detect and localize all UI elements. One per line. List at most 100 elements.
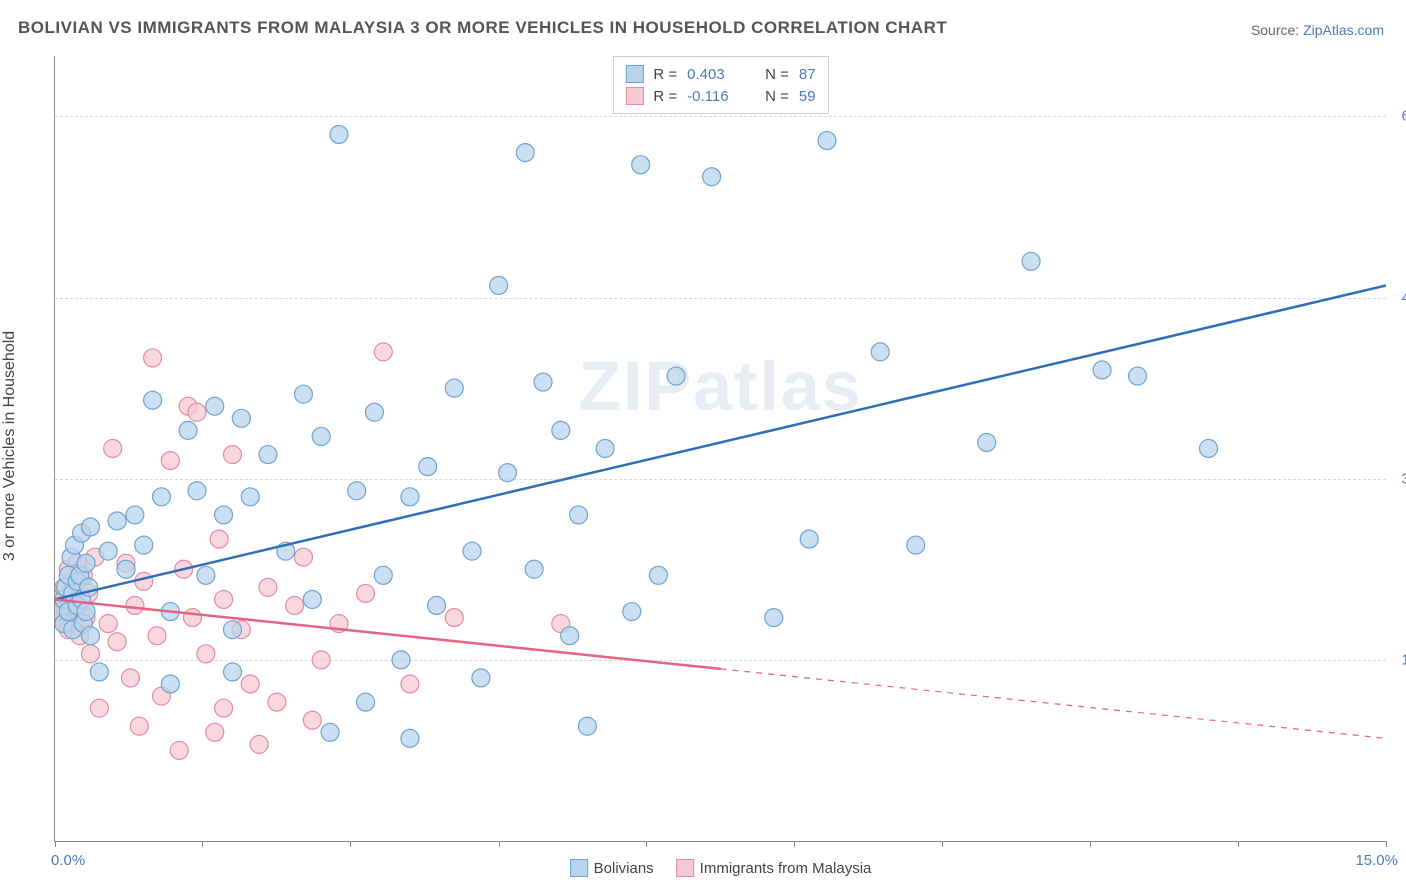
swatch-malaysia-icon xyxy=(625,87,643,105)
data-point xyxy=(1129,367,1147,385)
data-point xyxy=(330,126,348,144)
data-point xyxy=(499,464,517,482)
x-tick xyxy=(646,841,647,847)
data-point xyxy=(401,488,419,506)
legend-row-bolivians: R = 0.403 N = 87 xyxy=(625,63,815,85)
data-point xyxy=(357,584,375,602)
data-point xyxy=(294,385,312,403)
data-point xyxy=(490,276,508,294)
data-point xyxy=(104,440,122,458)
data-point xyxy=(667,367,685,385)
data-point xyxy=(223,621,241,639)
data-point xyxy=(534,373,552,391)
data-point xyxy=(215,590,233,608)
data-point xyxy=(90,699,108,717)
data-point xyxy=(374,343,392,361)
data-point xyxy=(108,512,126,530)
data-point xyxy=(703,168,721,186)
data-point xyxy=(99,542,117,560)
data-point xyxy=(818,132,836,150)
data-point xyxy=(303,711,321,729)
data-point xyxy=(152,488,170,506)
chart-svg xyxy=(55,56,1386,841)
data-point xyxy=(184,609,202,627)
data-point xyxy=(552,421,570,439)
x-tick xyxy=(55,841,56,847)
x-tick xyxy=(942,841,943,847)
data-point xyxy=(268,693,286,711)
data-point xyxy=(765,609,783,627)
data-point xyxy=(188,403,206,421)
data-point xyxy=(117,560,135,578)
data-point xyxy=(525,560,543,578)
data-point xyxy=(99,615,117,633)
data-point xyxy=(77,603,95,621)
data-point xyxy=(126,506,144,524)
x-tick xyxy=(1090,841,1091,847)
data-point xyxy=(206,723,224,741)
data-point xyxy=(121,669,139,687)
data-point xyxy=(215,506,233,524)
data-point xyxy=(374,566,392,584)
data-point xyxy=(126,597,144,615)
data-point xyxy=(77,554,95,572)
data-point xyxy=(445,379,463,397)
x-tick-label-left: 0.0% xyxy=(51,852,85,869)
data-point xyxy=(82,518,100,536)
data-point xyxy=(1200,440,1218,458)
legend-item-bolivians: Bolivians xyxy=(570,859,654,877)
x-tick xyxy=(499,841,500,847)
data-point xyxy=(401,675,419,693)
data-point xyxy=(286,597,304,615)
data-point xyxy=(161,452,179,470)
data-point xyxy=(428,597,446,615)
swatch-malaysia-icon xyxy=(676,859,694,877)
data-point xyxy=(90,663,108,681)
r-label: R = xyxy=(653,66,677,83)
data-point xyxy=(419,458,437,476)
data-point xyxy=(294,548,312,566)
data-point xyxy=(144,349,162,367)
data-point xyxy=(206,397,224,415)
data-point xyxy=(312,651,330,669)
r-label: R = xyxy=(653,88,677,105)
data-point xyxy=(250,735,268,753)
n-label: N = xyxy=(765,66,789,83)
data-point xyxy=(463,542,481,560)
data-point xyxy=(223,663,241,681)
data-point xyxy=(188,482,206,500)
x-tick xyxy=(202,841,203,847)
data-point xyxy=(82,645,100,663)
data-point xyxy=(365,403,383,421)
data-point xyxy=(401,729,419,747)
data-point xyxy=(210,530,228,548)
swatch-bolivians-icon xyxy=(625,65,643,83)
swatch-bolivians-icon xyxy=(570,859,588,877)
source-attribution: Source: ZipAtlas.com xyxy=(1251,22,1384,38)
series-legend: Bolivians Immigrants from Malaysia xyxy=(570,859,872,877)
y-tick-label: 60.0% xyxy=(1401,108,1406,125)
data-point xyxy=(108,633,126,651)
data-point xyxy=(303,590,321,608)
x-tick xyxy=(1238,841,1239,847)
y-tick-label: 45.0% xyxy=(1401,289,1406,306)
source-link[interactable]: ZipAtlas.com xyxy=(1303,22,1384,38)
data-point xyxy=(649,566,667,584)
n-value-bolivians: 87 xyxy=(799,66,816,83)
trend-line-dashed xyxy=(721,669,1387,738)
y-tick-label: 15.0% xyxy=(1401,651,1406,668)
data-point xyxy=(215,699,233,717)
data-point xyxy=(978,433,996,451)
data-point xyxy=(130,717,148,735)
data-point xyxy=(148,627,166,645)
x-tick xyxy=(1386,841,1387,847)
data-point xyxy=(357,693,375,711)
data-point xyxy=(82,627,100,645)
data-point xyxy=(161,675,179,693)
data-point xyxy=(800,530,818,548)
data-point xyxy=(223,446,241,464)
x-tick xyxy=(350,841,351,847)
trend-line xyxy=(55,285,1386,599)
data-point xyxy=(232,409,250,427)
data-point xyxy=(321,723,339,741)
